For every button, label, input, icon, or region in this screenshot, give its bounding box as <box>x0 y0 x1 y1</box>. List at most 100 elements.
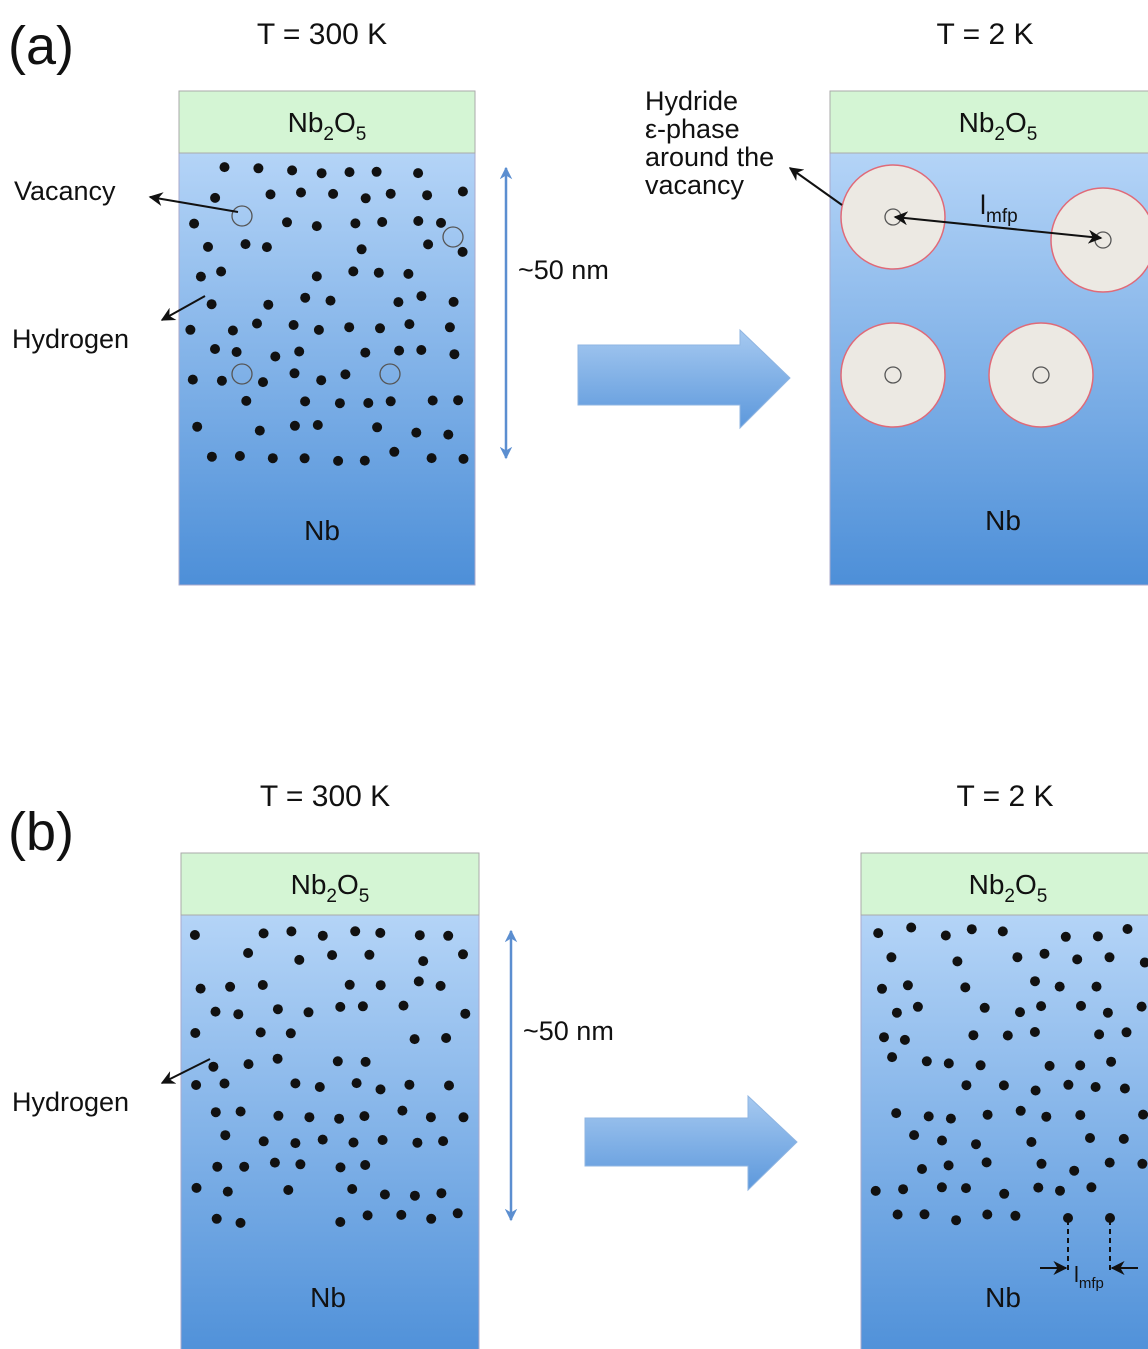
hydrogen-atom <box>219 1078 230 1089</box>
hydrogen-atom <box>263 299 274 310</box>
subscript: 5 <box>1027 124 1038 145</box>
hydrogen-atom <box>235 1106 246 1117</box>
nb-bulk <box>178 152 476 586</box>
hydrogen-atom <box>393 297 404 308</box>
hydrogen-atom <box>216 375 227 386</box>
hydrogen-atom <box>344 979 355 990</box>
temperature: T = 300 K <box>260 780 390 813</box>
hydrogen-atom <box>413 168 424 179</box>
hydrogen-atom <box>257 980 268 990</box>
hydrogen-atom <box>316 375 327 386</box>
subscript: 2 <box>326 886 337 907</box>
bulk-label: Nb <box>304 515 340 546</box>
hydrogen-atom <box>314 1082 325 1092</box>
hydrogen-atom <box>449 349 460 360</box>
hydrogen-atom <box>375 980 386 991</box>
oxide-label: Nb2O5 <box>288 107 367 145</box>
hydrogen-atom <box>294 954 305 965</box>
hydrogen-atom <box>906 922 917 933</box>
hydrogen-atoms <box>185 162 469 466</box>
hydrogen-atom <box>288 320 299 330</box>
hydrogen-atom <box>892 1209 903 1220</box>
text: Hydride <box>645 86 738 116</box>
hydrogen-atom <box>255 1027 266 1038</box>
hydrogen-atom <box>923 1111 934 1122</box>
hydrogen-atom <box>921 1056 932 1067</box>
hydrogen-atom <box>458 453 469 464</box>
hydrogen-atom <box>960 982 971 993</box>
hydrogen-atom <box>1118 1133 1129 1144</box>
oxide-layer <box>180 852 480 916</box>
hydrogen-atom <box>870 1185 881 1196</box>
subscript: mfp <box>1079 1275 1104 1292</box>
hydrogen-atom <box>1010 1210 1021 1221</box>
hydrogen-atom <box>192 421 203 432</box>
hydrogen-atom <box>253 163 264 174</box>
hydrogen-atom <box>1069 1165 1080 1176</box>
hydrogen-atom <box>448 296 459 307</box>
hydrogen-atom <box>360 1056 371 1067</box>
hydrogen-atom <box>413 216 424 226</box>
hydrogen-atom <box>413 976 424 987</box>
hydrogen-atom <box>234 451 245 461</box>
text: Nb <box>288 107 324 138</box>
hydrogen-atom <box>940 930 951 941</box>
hydrogen-atom <box>212 1161 223 1172</box>
hydrogen-atom <box>879 1032 889 1043</box>
hydrogen-atom <box>1122 924 1133 934</box>
scale-label: ~50 nm <box>518 255 609 285</box>
hydrogen-atom <box>206 451 217 462</box>
bulk-label: Nb <box>985 505 1021 536</box>
hydrogen-atom <box>1075 1110 1086 1121</box>
hydrogen-atom <box>375 1084 386 1095</box>
hydrogen-atom <box>909 1130 920 1141</box>
text: around the <box>645 142 774 172</box>
oxide-label: Nb2O5 <box>959 107 1038 145</box>
hydrogen-atom <box>403 268 414 279</box>
text: l <box>1074 1262 1079 1287</box>
hydrogen-atom <box>359 455 370 466</box>
hydrogen-atom <box>1033 1182 1044 1193</box>
hydrogen-atom <box>189 218 200 229</box>
hydrogen-atom <box>210 344 220 354</box>
hydrogen-atom <box>1012 952 1023 963</box>
hydrogen-atom <box>891 1108 902 1119</box>
hydrogen-atom <box>1137 1158 1148 1169</box>
hydrogen-atom <box>968 1030 979 1041</box>
hydrogen-atom <box>966 924 977 935</box>
hydrogen-atom <box>961 1080 972 1091</box>
text: vacancy <box>645 170 745 200</box>
hydrogen-atom <box>190 1028 201 1038</box>
hydrogen-atom <box>290 1078 301 1089</box>
hydrogen-atom <box>372 422 383 433</box>
hydrogen-atom <box>375 323 385 334</box>
hydrogen-atom <box>219 162 230 173</box>
hydrogen-atom <box>1015 1105 1026 1116</box>
hydrogen-atom <box>208 1061 219 1072</box>
hydrogen-atom <box>998 1080 1009 1091</box>
hydrogen-atom <box>397 1105 408 1116</box>
hydrogen-atom <box>311 271 322 282</box>
hydrogen-atom <box>191 1182 202 1193</box>
panel-label: (b) <box>8 802 74 862</box>
hydrogen-atom <box>979 1002 990 1013</box>
subscript: 2 <box>1004 886 1015 907</box>
hydrogen-atom <box>335 1001 346 1012</box>
hydrogen-atom <box>333 455 344 466</box>
hydrogen-atom <box>325 295 336 306</box>
hydrogen-atom <box>189 930 200 940</box>
hydrogen-atom <box>335 1217 346 1227</box>
hydrogen-atom <box>943 1160 954 1171</box>
oxide-layer <box>829 90 1148 154</box>
hydrogen-atom <box>971 1139 981 1150</box>
hydrogen-atom <box>185 324 196 335</box>
hydrogen-atom <box>1044 1060 1055 1071</box>
hydrogen-atom <box>443 930 454 941</box>
hydrogen-atom <box>1092 931 1103 942</box>
hydrogen-atom <box>243 1059 254 1070</box>
hydrogen-atom <box>235 1217 246 1228</box>
hydrogen-atom <box>422 190 433 201</box>
hydrogen-atom <box>982 1109 993 1120</box>
hydrogen-atom <box>1091 981 1102 992</box>
